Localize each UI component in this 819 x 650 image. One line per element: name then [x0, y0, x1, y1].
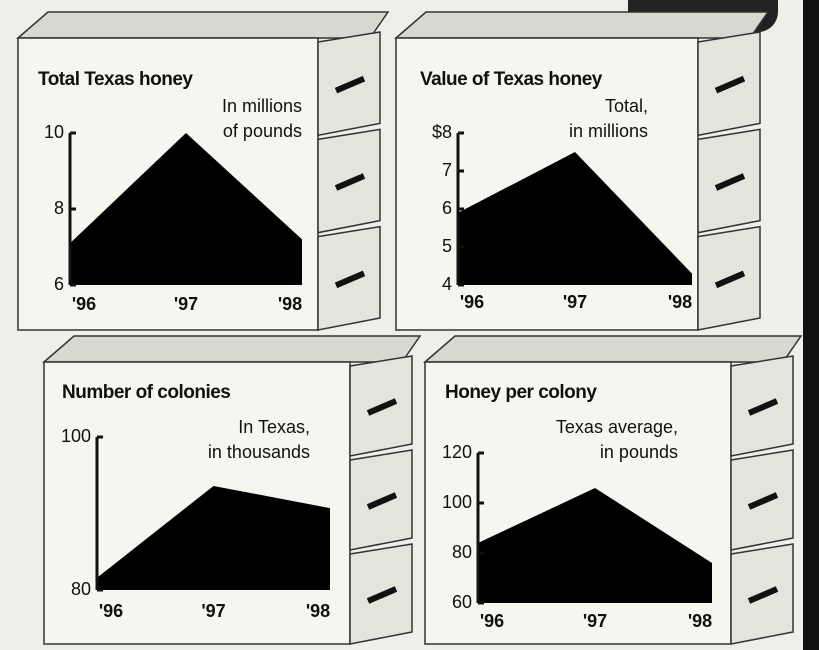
y-tick-label: 4 [442, 274, 452, 294]
chart-subtitle: in pounds [600, 442, 678, 462]
y-tick-label: 7 [442, 160, 452, 180]
hive-lid [396, 12, 768, 38]
y-tick-label: 10 [44, 122, 64, 142]
hive-lid [18, 12, 388, 38]
infographic: 6 8 10 '96 '97 '98 Total Texas honey In million… [0, 0, 819, 650]
y-tick-label: 80 [71, 579, 91, 599]
x-tick-label: '97 [201, 601, 225, 621]
x-tick-label: '96 [480, 611, 504, 631]
y-tick-label: 100 [442, 492, 472, 512]
y-tick-label: $8 [432, 122, 452, 142]
chart-subtitle: In Texas, [238, 417, 310, 437]
x-tick-label: '96 [72, 294, 96, 314]
hive-lid [425, 336, 801, 362]
chart-title: Number of colonies [62, 382, 230, 403]
x-tick-label: '98 [688, 611, 712, 631]
y-tick-label: 120 [442, 442, 472, 462]
y-tick-label: 6 [442, 198, 452, 218]
x-tick-label: '97 [174, 294, 198, 314]
y-tick-label: 6 [54, 274, 64, 294]
chart-subtitle: Total, [605, 96, 648, 116]
x-tick-label: '97 [583, 611, 607, 631]
chart-subtitle: in millions [569, 121, 648, 141]
chart-title: Value of Texas honey [420, 69, 603, 90]
y-tick-label: 100 [61, 426, 91, 446]
y-tick-label: 60 [452, 592, 472, 612]
chart-subtitle: Texas average, [556, 417, 678, 437]
x-tick-label: '98 [306, 601, 330, 621]
x-tick-label: '98 [278, 294, 302, 314]
x-tick-label: '97 [563, 292, 587, 312]
chart-title: Total Texas honey [38, 69, 193, 90]
chart-subtitle: of pounds [223, 121, 302, 141]
y-tick-label: 8 [54, 198, 64, 218]
chart-subtitle: In millions [222, 96, 302, 116]
x-tick-label: '96 [460, 292, 484, 312]
chart-title: Honey per colony [445, 382, 597, 403]
y-tick-label: 80 [452, 542, 472, 562]
hive-lid [44, 336, 420, 362]
x-tick-label: '98 [668, 292, 692, 312]
chart-subtitle: in thousands [208, 442, 310, 462]
edge-bar [803, 0, 819, 650]
y-tick-label: 5 [442, 236, 452, 256]
x-tick-label: '96 [99, 601, 123, 621]
